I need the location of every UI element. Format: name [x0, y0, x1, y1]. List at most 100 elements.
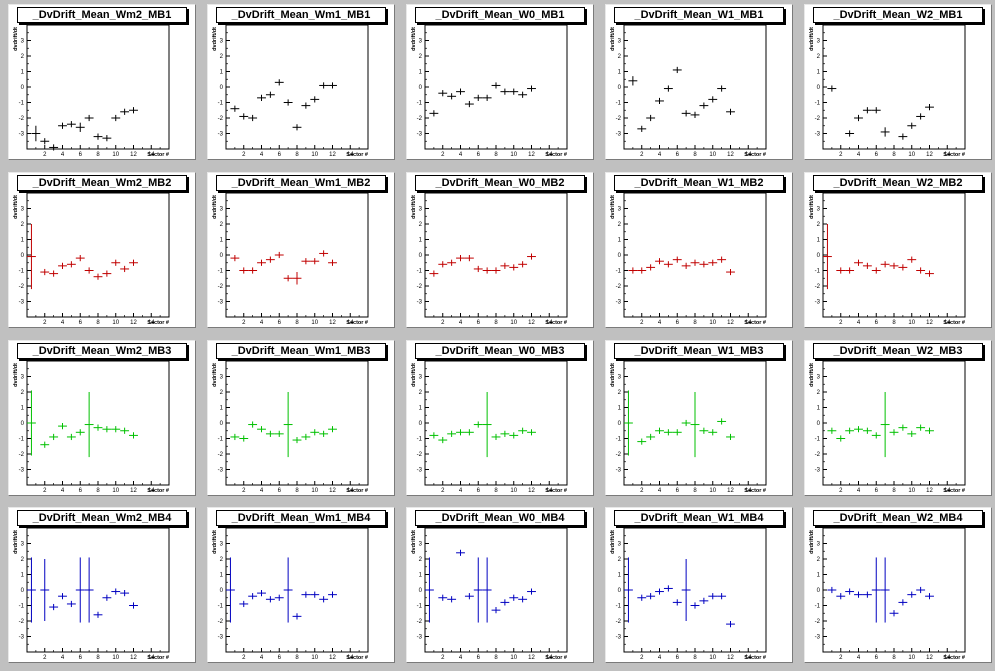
- chart-title: _DvDrift_Mean_Wm2_MB4: [17, 510, 187, 526]
- x-tick-label: 2: [441, 152, 445, 158]
- x-tick-label: 12: [329, 655, 336, 661]
- y-tick-label: -1: [218, 269, 224, 275]
- y-axis-label: dvdrift/dt: [212, 27, 218, 51]
- y-tick-label: 0: [618, 85, 622, 91]
- x-tick-label: 8: [295, 152, 299, 158]
- y-tick-label: 0: [220, 588, 224, 594]
- x-tick-label: 10: [510, 320, 517, 326]
- data-point: [456, 429, 465, 436]
- x-tick-label: 8: [295, 655, 299, 661]
- data-point: [319, 250, 329, 257]
- x-axis-label: Sector #: [147, 655, 169, 661]
- y-axis-label: dvdrift/dt: [411, 27, 417, 51]
- chart-pad: -3 -2 -1 0 1 2 3 2 4 6 8 10 12 14 dvdrift/dt Sector # _D…: [605, 4, 793, 160]
- y-tick-label: 0: [618, 421, 622, 427]
- y-tick-label: 2: [21, 222, 25, 228]
- chart-title: _DvDrift_Mean_W1_MB4: [614, 510, 784, 526]
- y-axis-label: dvdrift/dt: [610, 363, 616, 387]
- chart-title: _DvDrift_Mean_W2_MB1: [813, 7, 983, 23]
- x-tick-label: 10: [311, 320, 318, 326]
- data-point: [58, 593, 67, 600]
- x-tick-label: 6: [875, 488, 879, 494]
- y-tick-label: -1: [417, 269, 423, 275]
- y-tick-label: -2: [815, 116, 821, 122]
- y-tick-label: 3: [817, 39, 821, 45]
- x-axis-label: Sector #: [147, 488, 169, 494]
- data-point: [880, 261, 890, 268]
- x-axis-label: Sector #: [545, 152, 567, 158]
- x-tick-label: 10: [709, 655, 716, 661]
- y-tick-label: -3: [417, 300, 423, 306]
- data-point: [708, 96, 718, 103]
- chart-title: _DvDrift_Mean_Wm1_MB4: [216, 510, 386, 526]
- x-tick-label: 6: [79, 320, 83, 326]
- y-tick-label: 1: [618, 406, 622, 412]
- data-point: [880, 557, 890, 623]
- y-tick-label: 0: [220, 253, 224, 259]
- x-tick-label: 10: [908, 320, 915, 326]
- data-point: [527, 253, 536, 260]
- data-point: [473, 421, 483, 428]
- y-tick-label: 2: [419, 54, 423, 60]
- y-tick-label: -1: [19, 604, 25, 610]
- x-axis-label: Sector #: [744, 655, 766, 661]
- x-axis-label: Sector #: [943, 488, 965, 494]
- data-point: [708, 593, 718, 600]
- x-tick-label: 10: [510, 655, 517, 661]
- data-point: [120, 265, 130, 273]
- data-point: [319, 596, 329, 603]
- data-point: [925, 427, 934, 434]
- data-point: [265, 596, 275, 603]
- data-point: [102, 426, 112, 433]
- data-point: [655, 258, 664, 265]
- plot-frame: [822, 192, 966, 318]
- chart-pad: -3 -2 -1 0 1 2 3 2 4 6 8 10 12 14 dvdrift/dt Sector # _D…: [804, 4, 992, 160]
- x-tick-label: 14: [745, 488, 752, 494]
- data-point: [129, 107, 138, 114]
- data-point: [310, 591, 320, 598]
- x-tick-label: 8: [494, 152, 498, 158]
- data-point: [257, 426, 266, 433]
- data-point: [726, 268, 735, 276]
- data-point: [301, 433, 311, 441]
- y-tick-label: 2: [817, 557, 821, 563]
- y-tick-label: -1: [616, 604, 622, 610]
- data-point: [898, 133, 908, 140]
- data-point: [447, 596, 457, 603]
- x-axis-label: Sector #: [346, 488, 368, 494]
- chart-pad: -3 -2 -1 0 1 2 3 2 4 6 8 10 12 14 dvdrift/dt Sector # _D…: [605, 172, 793, 328]
- y-tick-label: -2: [417, 284, 423, 290]
- data-point: [518, 91, 528, 98]
- data-point: [66, 433, 76, 441]
- data-point: [301, 591, 311, 598]
- data-point: [491, 267, 501, 274]
- data-point: [66, 261, 76, 268]
- data-point: [898, 424, 908, 431]
- data-point: [827, 85, 837, 92]
- y-tick-label: -1: [815, 269, 821, 275]
- data-point: [473, 265, 483, 273]
- y-tick-label: -3: [815, 300, 821, 306]
- x-tick-label: 10: [510, 152, 517, 158]
- x-tick-label: 2: [43, 655, 47, 661]
- data-point: [429, 110, 439, 117]
- data-point: [75, 122, 85, 132]
- x-tick-label: 6: [477, 152, 481, 158]
- data-point: [628, 76, 638, 86]
- data-point: [916, 424, 926, 431]
- data-point: [239, 435, 249, 442]
- y-axis-label: dvdrift/dt: [411, 363, 417, 387]
- y-tick-label: 3: [817, 542, 821, 548]
- y-tick-label: 1: [220, 238, 224, 244]
- y-tick-label: 2: [618, 557, 622, 563]
- data-point: [854, 114, 863, 122]
- y-tick-label: -1: [417, 604, 423, 610]
- data-point: [129, 602, 138, 609]
- data-point: [111, 259, 121, 266]
- y-tick-label: 1: [618, 70, 622, 76]
- x-tick-label: 2: [242, 152, 246, 158]
